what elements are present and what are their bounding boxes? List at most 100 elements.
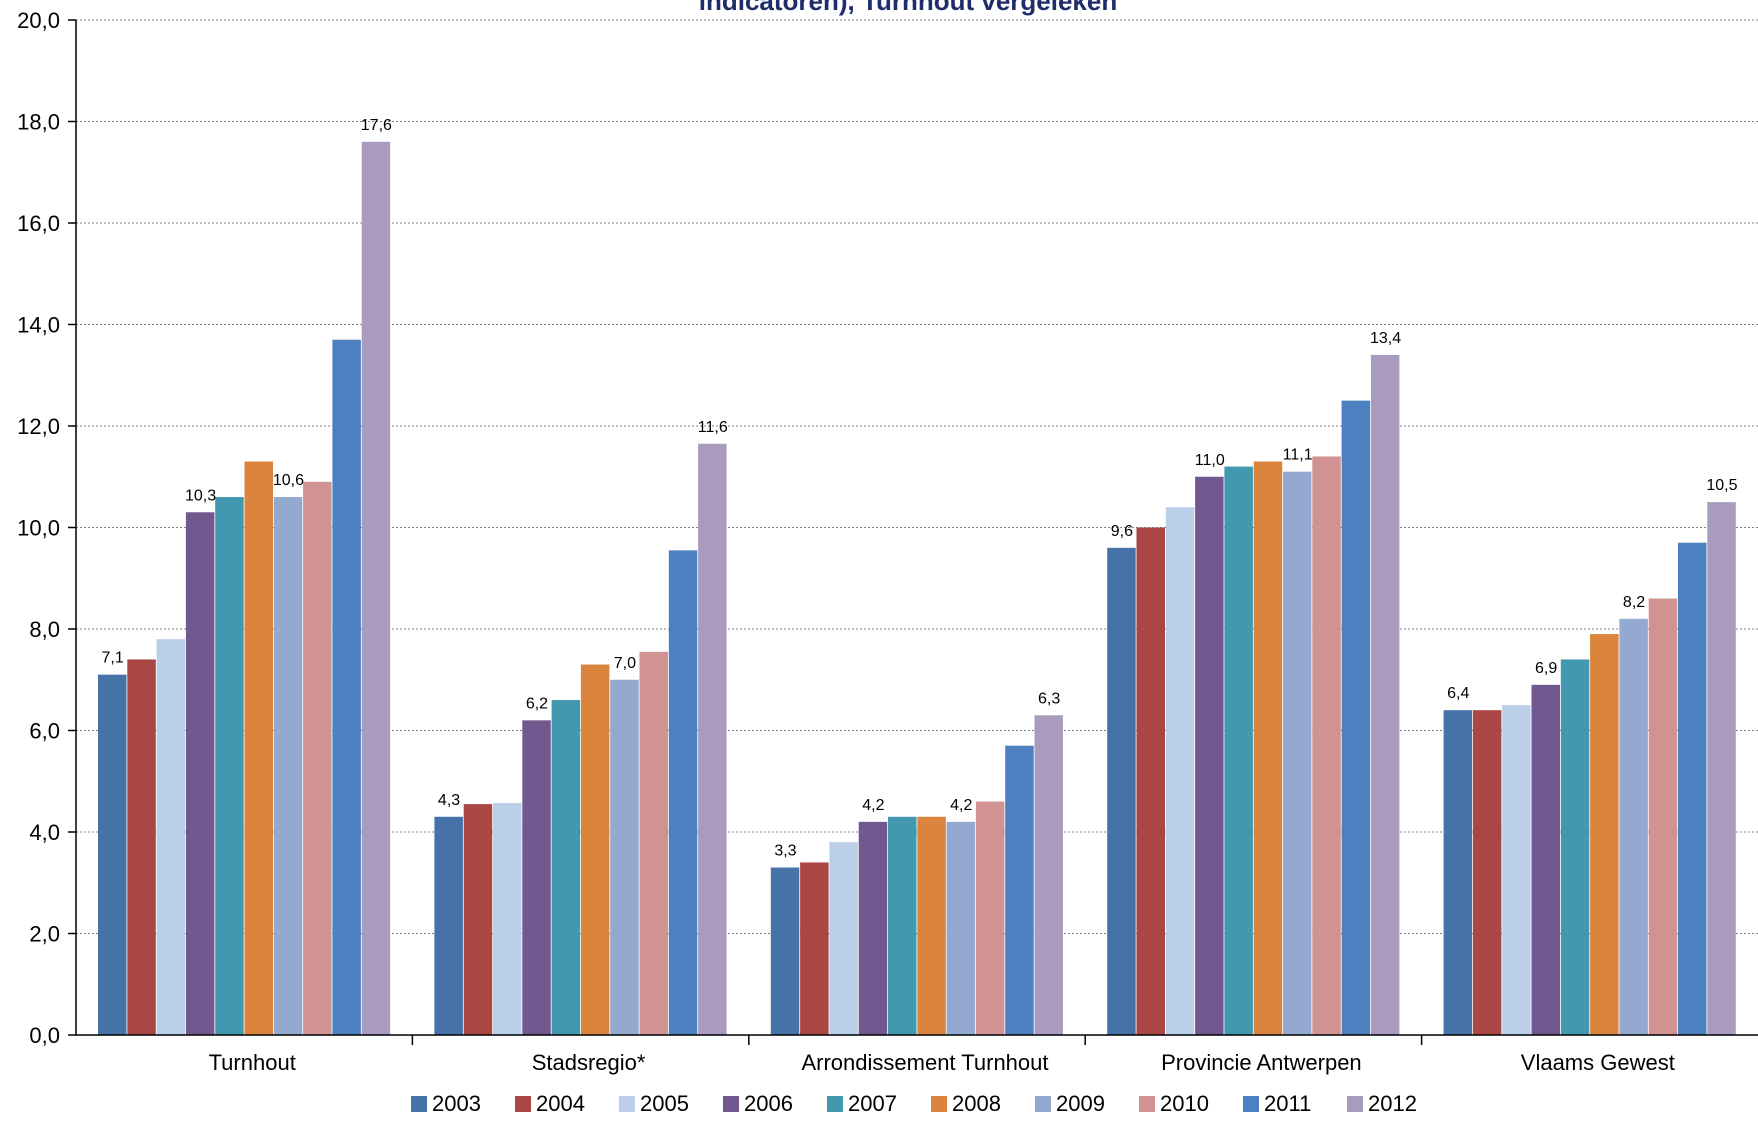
data-labels: 7,1 10,3 10,6 17,6 4,3 6,2 7,0 11,6 3,3 4,2 4,2 6,3…	[102, 117, 1738, 860]
x-tick-label: Turnhout	[209, 1050, 296, 1075]
bar	[1165, 507, 1195, 1035]
bar	[551, 700, 581, 1035]
legend-label: 2012	[1368, 1091, 1417, 1116]
data-label: 4,2	[950, 797, 972, 814]
bar	[668, 550, 698, 1035]
data-label: 13,4	[1370, 330, 1401, 347]
legend-label: 2011	[1264, 1091, 1311, 1116]
x-tick-label: Stadsregio*	[532, 1050, 646, 1075]
bar	[1005, 745, 1034, 1035]
bar	[1531, 684, 1560, 1035]
data-label: 6,4	[1447, 685, 1469, 702]
bar	[493, 803, 522, 1035]
legend-label: 2006	[744, 1091, 793, 1116]
bar	[361, 141, 391, 1036]
y-tick-label: 10,0	[17, 516, 60, 541]
bar	[1472, 710, 1502, 1035]
legend-label: 2010	[1160, 1091, 1209, 1116]
legend: 2003 2004 2005 2006 2007 2008 2009 2010 2011 2012	[411, 1091, 1417, 1116]
bar	[858, 821, 888, 1035]
bar	[1195, 476, 1224, 1035]
bar	[1648, 598, 1678, 1035]
legend-swatch	[515, 1096, 531, 1112]
data-label: 17,6	[361, 117, 392, 134]
legend-swatch	[931, 1096, 947, 1112]
data-label: 4,3	[438, 792, 460, 809]
x-tick-label: Arrondissement Turnhout	[801, 1050, 1048, 1075]
bar	[156, 639, 186, 1035]
bar	[98, 674, 127, 1035]
y-tick-label: 6,0	[29, 719, 60, 744]
bar	[610, 679, 639, 1035]
y-tick-label: 14,0	[17, 313, 60, 338]
data-label: 11,1	[1283, 447, 1313, 464]
data-label: 4,2	[862, 797, 884, 814]
bar	[463, 804, 493, 1035]
axes: 0,0 2,0 4,0 6,0 8,0 10,0 12,0 14,0 16,0 18,0 20,0 T…	[17, 8, 1758, 1075]
data-label: 11,6	[698, 419, 728, 436]
bar	[1502, 705, 1531, 1035]
data-label: 10,3	[185, 487, 216, 504]
x-tick-label: Vlaams Gewest	[1521, 1050, 1675, 1075]
legend-swatch	[1139, 1096, 1155, 1112]
bar	[215, 497, 244, 1035]
bar	[1678, 542, 1707, 1035]
bar	[975, 801, 1005, 1035]
bar	[1560, 659, 1590, 1035]
data-label: 3,3	[774, 843, 796, 860]
bar	[1443, 710, 1473, 1035]
legend-label: 2003	[432, 1091, 481, 1116]
legend-swatch	[619, 1096, 635, 1112]
bar	[1224, 466, 1253, 1036]
data-label: 7,0	[614, 655, 636, 672]
bar	[1312, 456, 1341, 1035]
y-tick-label: 18,0	[17, 110, 60, 135]
data-label: 10,6	[273, 472, 304, 489]
data-label: 7,1	[102, 650, 124, 667]
legend-swatch	[411, 1096, 427, 1112]
data-label: 6,3	[1038, 690, 1060, 707]
bar	[580, 664, 610, 1035]
y-tick-label: 2,0	[29, 922, 60, 947]
bar	[127, 659, 156, 1035]
y-tick-label: 8,0	[29, 617, 60, 642]
legend-swatch	[723, 1096, 739, 1112]
legend-swatch	[827, 1096, 843, 1112]
data-label: 9,6	[1111, 523, 1133, 540]
bar	[1707, 502, 1736, 1035]
legend-label: 2005	[640, 1091, 689, 1116]
data-label: 10,5	[1706, 477, 1737, 494]
legend-label: 2009	[1056, 1091, 1105, 1116]
x-tick-label: Provincie Antwerpen	[1161, 1050, 1362, 1075]
legend-swatch	[1035, 1096, 1051, 1112]
y-tick-label: 12,0	[17, 414, 60, 439]
bar	[434, 816, 463, 1035]
bar	[1283, 471, 1312, 1035]
chart-title: indicatoren), Turnhout vergeleken	[699, 0, 1117, 16]
bar	[1590, 634, 1619, 1035]
legend-label: 2008	[952, 1091, 1001, 1116]
bar	[522, 720, 551, 1035]
bar	[829, 842, 858, 1035]
bar	[1619, 618, 1648, 1035]
data-label: 6,2	[526, 695, 548, 712]
bar	[770, 867, 800, 1035]
bar	[639, 651, 668, 1035]
bar	[1341, 400, 1371, 1035]
bar	[1136, 527, 1165, 1035]
bar	[800, 862, 829, 1035]
bar	[332, 339, 361, 1036]
bar	[888, 816, 917, 1035]
y-tick-label: 0,0	[29, 1023, 60, 1048]
data-label: 6,9	[1535, 660, 1557, 677]
y-tick-label: 20,0	[17, 8, 60, 33]
bars	[98, 141, 1736, 1036]
bar	[273, 497, 303, 1035]
data-label: 11,0	[1195, 452, 1225, 469]
bar	[1107, 547, 1136, 1035]
data-label: 8,2	[1623, 594, 1645, 611]
legend-swatch	[1347, 1096, 1363, 1112]
y-tick-label: 4,0	[29, 820, 60, 845]
